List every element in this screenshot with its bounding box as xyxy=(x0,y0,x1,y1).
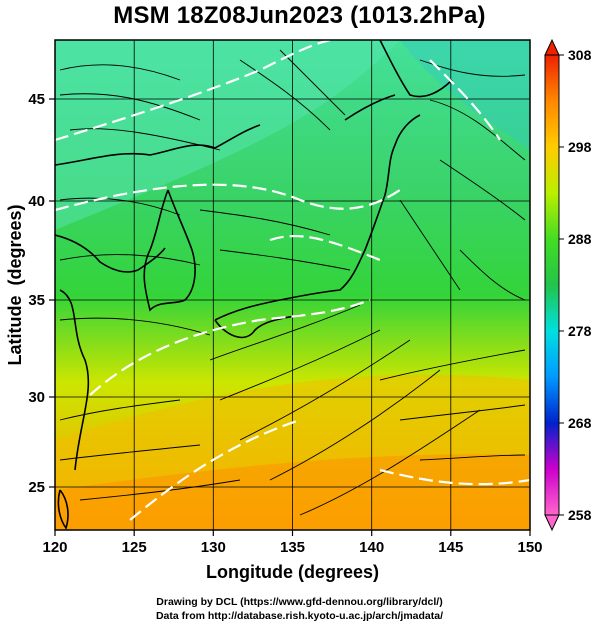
coast-korean-peninsula xyxy=(143,189,196,312)
coast-sakhalin-hokkaido xyxy=(379,40,453,98)
colorbar-tick-label: 268 xyxy=(568,415,592,431)
x-tick-label: 120 xyxy=(42,539,67,556)
tick-marks xyxy=(49,98,531,536)
map-area xyxy=(55,40,530,530)
coast-china-korea xyxy=(55,124,261,471)
cool-region xyxy=(55,40,400,230)
colorbar-tick-label: 288 xyxy=(568,231,592,247)
colorbar-tick-label: 278 xyxy=(568,323,592,339)
y-tick-label: 25 xyxy=(28,479,45,496)
y-axis-title: Latitude (degrees) xyxy=(5,204,25,365)
y-tick-label: 30 xyxy=(28,389,45,406)
temperature-contours xyxy=(55,40,530,521)
streamlines xyxy=(59,49,526,516)
x-tick-label: 145 xyxy=(438,539,463,556)
y-tick-label: 40 xyxy=(28,193,45,210)
x-tick-labels: 120 125 130 135 140 145 150 xyxy=(42,539,542,556)
x-axis-title: Longitude (degrees) xyxy=(206,562,379,582)
x-tick-label: 150 xyxy=(517,539,542,556)
colorbar-tick-label: 308 xyxy=(568,47,592,63)
colorbar-bottom-arrow xyxy=(544,514,560,532)
chart-title: MSM 18Z08Jun2023 (1013.2hPa) xyxy=(113,2,486,29)
grid-lines xyxy=(55,40,530,530)
colorbar-top-arrow xyxy=(544,38,560,56)
colorbar-tick-label: 298 xyxy=(568,139,592,155)
coastlines xyxy=(55,40,453,530)
coast-japan xyxy=(214,94,421,339)
colorbar: 308 298 288 278 268 258 xyxy=(544,38,592,532)
x-tick-label: 140 xyxy=(359,539,384,556)
credit-data-source: Data from http://database.rish.kyoto-u.a… xyxy=(155,610,444,622)
y-tick-labels: 25 30 35 40 45 xyxy=(28,91,45,496)
colorbar-gradient xyxy=(544,54,560,516)
credit-drawing: Drawing by DCL (https://www.gfd-dennou.o… xyxy=(156,596,443,608)
y-tick-label: 35 xyxy=(28,292,45,309)
x-tick-label: 130 xyxy=(201,539,226,556)
y-tick-label: 45 xyxy=(28,91,45,108)
x-tick-label: 135 xyxy=(280,539,305,556)
coast-taiwan xyxy=(57,489,69,530)
x-tick-label: 125 xyxy=(122,539,147,556)
colorbar-tick-label: 258 xyxy=(568,507,592,523)
